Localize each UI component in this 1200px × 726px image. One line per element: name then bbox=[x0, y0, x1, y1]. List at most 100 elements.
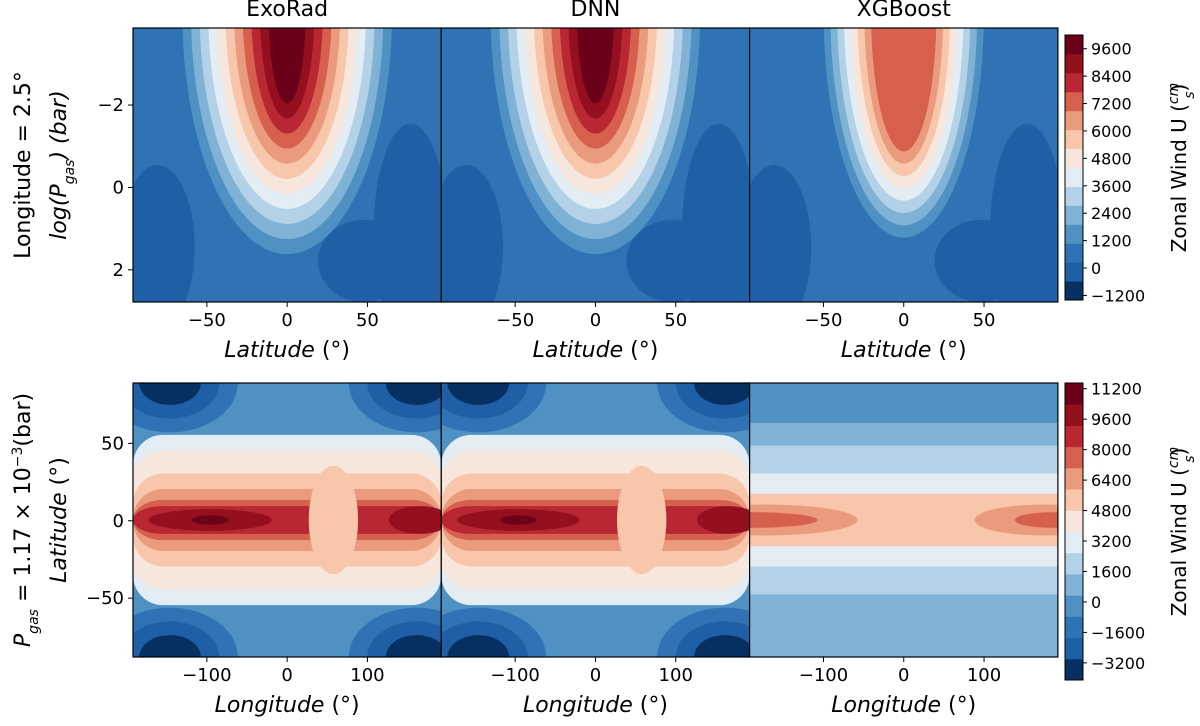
colorbar-label-part: s bbox=[1182, 91, 1198, 98]
colorbar-swatch bbox=[1065, 489, 1083, 511]
x-axis-label: Longitude (°) bbox=[831, 693, 976, 718]
field bbox=[268, 28, 306, 104]
colorbar-swatch bbox=[1065, 467, 1083, 490]
colorbar-swatch bbox=[1065, 510, 1083, 532]
colorbar-tick-label: 9600 bbox=[1091, 410, 1132, 429]
colorbar-swatch bbox=[1065, 186, 1083, 206]
colorbar-swatch bbox=[1065, 637, 1083, 660]
field bbox=[385, 383, 442, 405]
x-axis-label: Latitude (°) bbox=[841, 338, 967, 363]
x-tick-label: 0 bbox=[898, 665, 909, 686]
x-tick-label: −100 bbox=[799, 665, 848, 686]
colorbar-swatch bbox=[1065, 35, 1083, 55]
x-tick-label: −50 bbox=[496, 310, 534, 331]
colorbar-tick-label: 2400 bbox=[1091, 204, 1132, 223]
colorbar-swatch bbox=[1065, 425, 1083, 448]
colorbar-swatch bbox=[1065, 224, 1083, 244]
field bbox=[191, 515, 229, 525]
colorbar-label-part: ) bbox=[1167, 448, 1191, 456]
field bbox=[447, 383, 510, 405]
colorbar-swatch bbox=[1065, 148, 1083, 168]
y-tick-label: 0 bbox=[113, 511, 124, 532]
field bbox=[577, 28, 614, 104]
field bbox=[139, 383, 201, 405]
x-tick-label: 0 bbox=[281, 665, 292, 686]
colorbar-tick-label: −1600 bbox=[1091, 623, 1145, 642]
contour-field bbox=[133, 383, 442, 657]
colorbar-swatch bbox=[1065, 205, 1083, 225]
x-axis-label-part: Longitude bbox=[831, 693, 941, 718]
colorbar-frame bbox=[1064, 34, 1084, 301]
colorbar-swatch bbox=[1065, 616, 1083, 639]
y-tick-label: 2 bbox=[113, 260, 124, 281]
x-axis-label-part: Longitude bbox=[215, 693, 325, 718]
x-axis-label-part: (°) bbox=[315, 338, 350, 363]
x-tick-label: −100 bbox=[182, 665, 231, 686]
contour-field bbox=[441, 28, 750, 302]
field bbox=[139, 635, 201, 657]
field bbox=[133, 165, 195, 302]
x-axis-label-part: Latitude bbox=[224, 338, 315, 363]
field bbox=[388, 506, 442, 534]
y-axis-label: Latitude (°) bbox=[47, 457, 72, 583]
x-tick-label: 50 bbox=[356, 310, 379, 331]
colorbar-swatch bbox=[1065, 446, 1083, 469]
x-tick-label: 0 bbox=[281, 310, 292, 331]
x-tick-label: −100 bbox=[490, 665, 539, 686]
colorbar-tick-label: 6400 bbox=[1091, 471, 1132, 490]
x-tick-label: 100 bbox=[659, 665, 693, 686]
colorbar-tick-label: 6000 bbox=[1091, 122, 1132, 141]
row-label-part: gas bbox=[26, 609, 42, 634]
x-axis-label-part: (°) bbox=[623, 338, 658, 363]
field bbox=[934, 219, 1028, 302]
colorbar-label-part: Zonal Wind U ( bbox=[1167, 104, 1191, 252]
contour-field bbox=[441, 383, 750, 657]
y-axis-label-part: Latitude bbox=[47, 492, 72, 583]
y-tick-label: −50 bbox=[86, 588, 124, 609]
row-label: Pgas = 1.17 × 10−3(bar) bbox=[10, 393, 42, 647]
colorbar-tick-label: 1600 bbox=[1091, 562, 1132, 581]
x-tick-label: 0 bbox=[590, 665, 601, 686]
x-tick-label: 50 bbox=[973, 310, 996, 331]
colorbar-swatch bbox=[1065, 91, 1083, 112]
x-tick-label: 0 bbox=[898, 310, 909, 331]
field bbox=[694, 383, 750, 405]
x-tick-label: −50 bbox=[188, 310, 226, 331]
colorbar-swatch bbox=[1065, 243, 1083, 263]
x-tick-label: 100 bbox=[350, 665, 384, 686]
x-axis-label-part: (°) bbox=[324, 693, 359, 718]
field bbox=[694, 635, 750, 657]
colorbar-swatch bbox=[1065, 72, 1083, 93]
field bbox=[749, 165, 812, 302]
colorbar-label: Zonal Wind U (cms) bbox=[1166, 447, 1198, 617]
x-axis-label: Longitude (°) bbox=[523, 693, 668, 718]
field bbox=[385, 635, 442, 657]
colorbar-swatch bbox=[1065, 531, 1083, 554]
x-axis-label-part: (°) bbox=[941, 693, 976, 718]
field bbox=[697, 506, 750, 534]
field bbox=[1014, 512, 1058, 528]
y-axis-label: log(Pgas) (bar) bbox=[47, 90, 78, 239]
field bbox=[626, 219, 719, 302]
colorbar-tick-label: −3200 bbox=[1091, 654, 1145, 673]
colorbar-label-part: cm bbox=[1166, 83, 1182, 104]
x-axis-label-part: (°) bbox=[931, 338, 966, 363]
field bbox=[749, 383, 1058, 423]
y-tick-label: 50 bbox=[101, 433, 124, 454]
y-axis-label-part: log(P bbox=[47, 184, 72, 240]
field bbox=[308, 465, 359, 575]
row-label-part: Longitude = 2.5° bbox=[11, 71, 36, 259]
colorbar-swatch bbox=[1065, 167, 1083, 187]
field bbox=[317, 219, 411, 302]
x-axis-label-part: (°) bbox=[633, 693, 668, 718]
row-label-part: = 1.17 × 10 bbox=[11, 467, 36, 609]
field bbox=[617, 465, 667, 575]
contour-field bbox=[133, 28, 442, 302]
colorbar-swatch bbox=[1065, 573, 1083, 596]
colorbar-tick-label: 1200 bbox=[1091, 232, 1132, 251]
y-axis-label-part: gas bbox=[62, 160, 78, 185]
colorbar-tick-label: 9600 bbox=[1091, 40, 1132, 59]
colorbar-label-part: s bbox=[1182, 455, 1198, 462]
row-label-part: (bar) bbox=[11, 393, 36, 447]
colorbar-swatch bbox=[1065, 404, 1083, 426]
